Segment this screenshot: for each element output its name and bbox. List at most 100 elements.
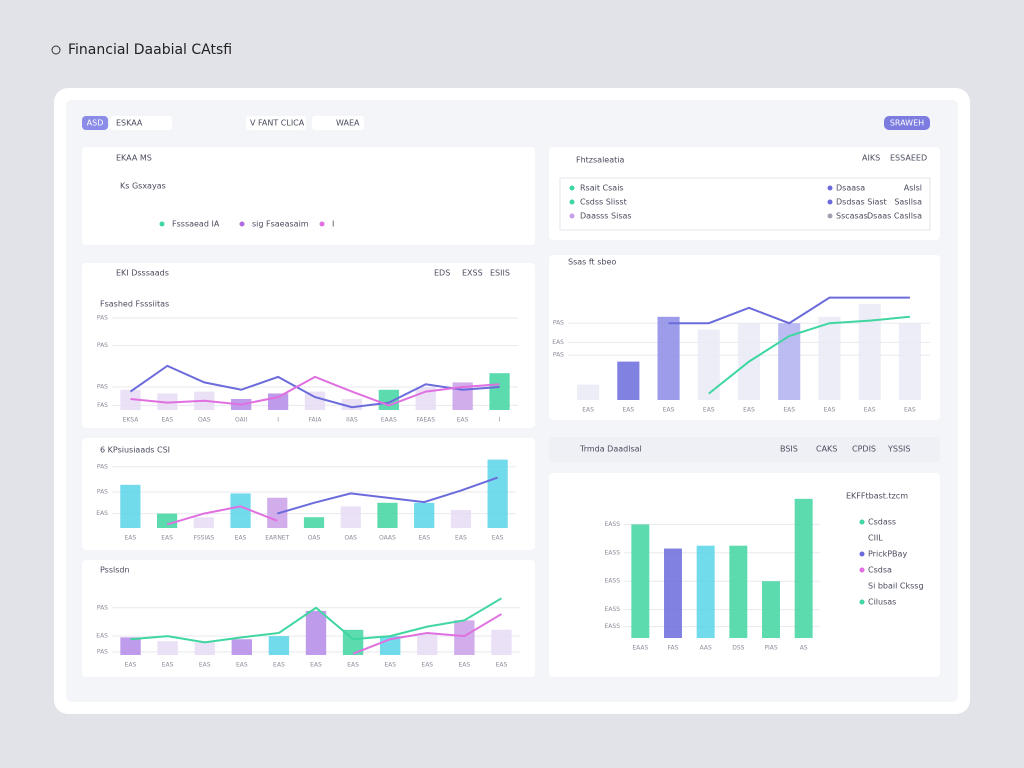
x-tick-label: EAS xyxy=(418,535,430,542)
bar xyxy=(491,629,512,655)
bar xyxy=(818,316,841,400)
cell: Dsdsas Siast xyxy=(836,198,887,207)
x-tick-label: I xyxy=(499,417,501,424)
bar xyxy=(657,316,680,400)
legend-dot xyxy=(827,213,833,219)
line xyxy=(276,476,498,515)
x-tick-label: EAS xyxy=(783,407,795,414)
x-tick-label: EAS xyxy=(162,417,174,424)
x-tick-label: EAAS xyxy=(381,417,397,424)
chart-title: 6 KPsiusiaads CSI xyxy=(100,446,170,455)
legend-dot xyxy=(859,519,865,525)
x-tick-label: EAAS xyxy=(632,645,648,652)
x-tick-label: EAS xyxy=(496,662,508,669)
filter-text: ESKAA xyxy=(116,119,143,128)
button[interactable] xyxy=(884,116,930,130)
legend-dot xyxy=(859,567,865,573)
line xyxy=(130,375,500,407)
row-text: Ks Gsxayas xyxy=(120,182,166,191)
bar xyxy=(231,639,253,655)
x-tick-label: AS xyxy=(800,645,808,652)
legend-dot xyxy=(827,185,833,191)
x-tick-label: EAS xyxy=(824,407,836,414)
x-tick-label: EARNET xyxy=(265,535,289,542)
x-tick-label: EAS xyxy=(904,407,916,414)
bar xyxy=(120,484,141,528)
line xyxy=(668,296,910,325)
legend-text: Cilusas xyxy=(868,598,896,607)
x-tick-label: EAS xyxy=(622,407,634,414)
y-tick-label: EASS xyxy=(604,578,620,585)
y-tick-label: FAS xyxy=(97,402,108,409)
x-tick-label: FAS xyxy=(668,645,679,652)
y-tick-label: PAS xyxy=(97,315,108,322)
chart-title: Ssas ft sbeo xyxy=(568,258,616,267)
select-text: V FANT CLICA xyxy=(250,119,305,128)
line xyxy=(166,505,278,526)
bar xyxy=(268,636,290,655)
x-tick-label: OAII xyxy=(235,417,247,424)
logo xyxy=(51,45,61,55)
view[interactable] xyxy=(312,116,364,130)
x-tick-label: EAS xyxy=(703,407,715,414)
bar xyxy=(858,304,881,400)
x-tick-label: EAS xyxy=(125,535,137,542)
y-tick-label: EASS xyxy=(604,623,620,630)
y-tick-label: PAS xyxy=(97,604,108,611)
x-tick-label: DSS xyxy=(732,645,744,652)
x-tick-label: EAS xyxy=(310,662,322,669)
cell: Dsaasa xyxy=(836,184,865,193)
x-tick-label: EAS xyxy=(161,535,173,542)
select[interactable] xyxy=(246,116,306,130)
bar xyxy=(193,517,214,528)
y-tick-label: PAS xyxy=(97,648,108,655)
legend-dot xyxy=(319,221,325,227)
bar xyxy=(617,361,640,400)
panel-title: EKAA MS xyxy=(116,154,152,163)
action: BSIS xyxy=(780,445,798,454)
bar xyxy=(304,391,326,410)
x-tick-label: FSSIAS xyxy=(193,535,214,542)
y-tick-label: PAS xyxy=(97,489,108,496)
filter[interactable] xyxy=(110,116,172,130)
x-tick-label: OAS xyxy=(308,535,321,542)
legend-dot xyxy=(569,185,575,191)
table-box xyxy=(559,177,931,231)
bar xyxy=(454,620,475,655)
badge[interactable] xyxy=(82,116,108,130)
action: CPDIS xyxy=(852,445,876,454)
bar xyxy=(487,459,508,528)
panel-title: EKI Dsssaads xyxy=(116,269,169,278)
action: YSSIS xyxy=(887,445,910,454)
legend-dot xyxy=(569,213,575,219)
bar xyxy=(341,398,363,410)
y-tick-label: PAS xyxy=(97,342,108,349)
bar xyxy=(794,498,813,638)
legend-text: sig Fsaeasaim xyxy=(252,220,309,229)
bar xyxy=(194,642,215,655)
y-tick-label: PAS xyxy=(97,384,108,391)
chart-title: Psslsdn xyxy=(100,566,130,575)
bar xyxy=(778,323,801,400)
bar xyxy=(577,384,600,400)
view-text: WAEA xyxy=(336,119,360,128)
legend-text: Csdsa xyxy=(868,566,892,575)
bar xyxy=(489,373,510,410)
x-tick-label: EAS xyxy=(384,662,396,669)
x-tick-label: EAS xyxy=(455,535,467,542)
legend-dot xyxy=(159,221,165,227)
y-tick-label: EASS xyxy=(604,521,620,528)
bar xyxy=(156,513,178,528)
x-tick-label: FAIA xyxy=(309,417,323,424)
x-tick-label: EAS xyxy=(743,407,755,414)
bar xyxy=(417,632,438,655)
x-tick-label: EAS xyxy=(663,407,675,414)
bar xyxy=(230,493,251,528)
bar xyxy=(729,545,748,638)
action: ESIIS xyxy=(490,269,510,278)
bar xyxy=(303,517,325,528)
line xyxy=(708,315,910,395)
y-tick-label: PAS xyxy=(97,463,108,470)
legend-text: CIIL xyxy=(868,534,883,543)
bar xyxy=(120,637,141,655)
